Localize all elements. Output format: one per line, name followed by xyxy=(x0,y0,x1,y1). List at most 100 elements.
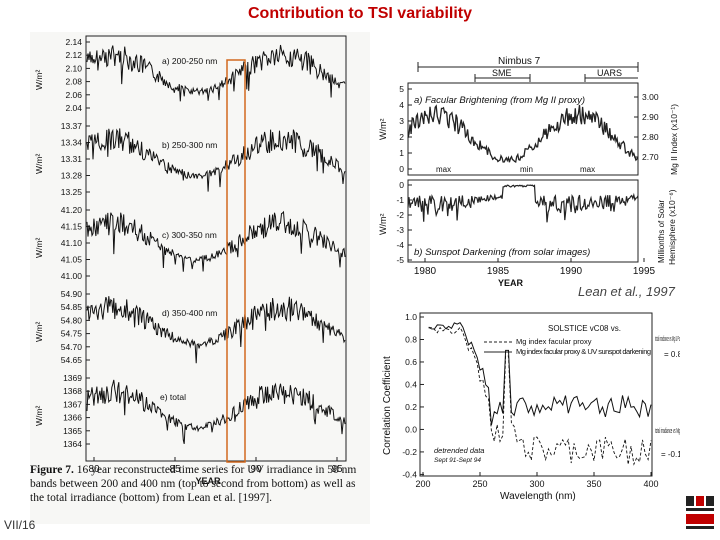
y-tick-label: -2 xyxy=(396,210,404,220)
panel-b-frame xyxy=(407,179,639,263)
panel-label: c) 300-350 nm xyxy=(162,230,217,240)
highlight-box xyxy=(226,59,246,463)
detrended-label: detrended data xyxy=(434,446,484,455)
mission-nimbus: Nimbus 7 xyxy=(498,56,541,67)
figure-credit: Lean et al., 1997 xyxy=(578,284,675,299)
y-tick-label: -0.4 xyxy=(402,469,417,479)
y-tick-label: 13.34 xyxy=(61,138,83,148)
x-tick-label: 1980 xyxy=(414,266,437,277)
panel-a-frame xyxy=(407,82,639,176)
correlation-figure: 1.0 0.8 0.6 0.4 0.2 0.0 -0.2 -0.4 200 250 300 350 4… xyxy=(382,312,680,502)
y-tick-label: 0.0 xyxy=(405,424,417,434)
irradiance-series xyxy=(86,128,346,192)
rb-y-label: Correlation Coefficient xyxy=(382,356,393,455)
x-tick-label: 1990 xyxy=(560,266,583,277)
y-tick-label: 1364 xyxy=(63,439,82,449)
y-tick-label: 1.0 xyxy=(405,312,417,322)
legend-title: SOLSTICE vC08 vs. xyxy=(548,324,621,333)
y-unit-label: W/m² xyxy=(34,238,44,258)
y-tick-label: -3 xyxy=(396,225,404,235)
y-tick-label: 13.37 xyxy=(61,121,83,131)
university-logo xyxy=(686,496,714,529)
y-tick-label: 13.31 xyxy=(61,154,83,164)
y-tick-label: 1365 xyxy=(63,426,82,436)
y-right-tick-label: 2.80 xyxy=(642,132,659,142)
panel-label: a) 200-250 nm xyxy=(162,56,217,66)
y-tick-label: 2 xyxy=(399,132,404,142)
y-tick-label: 0.2 xyxy=(405,402,417,412)
x-axis-label: YEAR xyxy=(195,476,221,486)
sunspot-series xyxy=(407,184,639,223)
x-tick-label: 85 xyxy=(169,464,181,475)
x-tick-label: 90 xyxy=(250,464,262,475)
y-tick-label: -0.2 xyxy=(402,447,417,457)
y-tick-label: 54.90 xyxy=(61,289,83,299)
cycle-label: min xyxy=(520,165,533,174)
annotation-bottom-value: = -0.13 xyxy=(661,450,680,459)
legend-item-2: Mg index facular proxy & UV sunspot dark… xyxy=(516,347,651,356)
y-tick-label: 54.65 xyxy=(61,355,83,365)
panel-label: d) 350-400 nm xyxy=(162,308,217,318)
y-tick-label: 2.10 xyxy=(65,63,82,73)
y-right-sublabel-b: Millionths of Solar xyxy=(657,200,666,263)
correlation-solid xyxy=(428,322,652,426)
uv-irradiance-figure: 2.14 2.12 2.10 2.08 2.06 2.04 W/m² a) 200-250 n… xyxy=(30,32,370,524)
caption-lead: Figure 7. xyxy=(30,464,74,476)
y-tick-label: 13.28 xyxy=(61,171,83,181)
y-tick-label: 1367 xyxy=(63,399,82,409)
slide-number: VII/16 xyxy=(4,518,36,532)
y-left-label-b: W/m² xyxy=(378,214,388,236)
mission-sme: SME xyxy=(492,68,512,78)
y-tick-label: 41.20 xyxy=(61,205,83,215)
y-tick-label: 54.85 xyxy=(61,302,83,312)
y-tick-label: 2.04 xyxy=(65,103,82,113)
y-right-tick-label: 2.90 xyxy=(642,112,659,122)
cycle-label: max xyxy=(580,165,595,174)
y-tick-label: 0.6 xyxy=(405,357,417,367)
legend-item-1: Mg index facular proxy xyxy=(516,337,592,346)
x-tick-label: 80 xyxy=(88,464,100,475)
irradiance-series xyxy=(86,44,346,102)
y-tick-label: 54.70 xyxy=(61,342,83,352)
y-unit-label: W/m² xyxy=(34,70,44,90)
x-axis-label: YEAR xyxy=(498,278,524,288)
rb-plot-frame xyxy=(419,312,653,477)
y-tick-label: 0.8 xyxy=(405,334,417,344)
figure-caption: Figure 7. 16 year reconstructed time ser… xyxy=(30,463,360,505)
y-tick-label: 54.80 xyxy=(61,315,83,325)
mission-uars: UARS xyxy=(597,68,622,78)
uv-timeseries-plot: 2.14 2.12 2.10 2.08 2.06 2.04 W/m² a) 200-250 n… xyxy=(34,35,347,486)
y-tick-label: 1 xyxy=(399,148,404,158)
facular-sunspot-figure: Nimbus 7 SME UARS a) Facular Brightening… xyxy=(378,56,679,288)
y-tick-label: 0 xyxy=(399,180,404,190)
y-unit-label: W/m² xyxy=(34,322,44,342)
annotation-bottom: total irradiance vs Mg xyxy=(655,426,680,435)
slide-title: Contribution to TSI variability xyxy=(248,5,472,22)
facular-series xyxy=(407,104,639,163)
irradiance-series xyxy=(86,379,346,445)
annotation-top: total irradiance vs Mg & Ps xyxy=(655,334,680,343)
y-right-label-b: Hemisphere (x10⁻⁶) xyxy=(667,189,677,265)
y-tick-label: 2.08 xyxy=(65,77,82,87)
y-tick-label: 0 xyxy=(399,164,404,174)
x-tick-label: 95 xyxy=(331,464,343,475)
y-unit-label: W/m² xyxy=(34,406,44,426)
y-tick-label: 2.06 xyxy=(65,90,82,100)
caption-text: 16 year reconstructed time series for UV… xyxy=(30,464,357,504)
x-tick-label: 200 xyxy=(415,479,430,489)
panel-label: b) 250-300 nm xyxy=(162,140,217,150)
y-tick-label: 13.25 xyxy=(61,187,83,197)
y-tick-label: 2.14 xyxy=(65,37,82,47)
y-tick-label: -1 xyxy=(396,195,404,205)
x-tick-label: 300 xyxy=(529,479,544,489)
x-tick-label: 1985 xyxy=(487,266,510,277)
irradiance-series xyxy=(86,296,346,364)
panel-label: e) total xyxy=(160,392,186,402)
y-tick-label: 41.00 xyxy=(61,271,83,281)
y-unit-label: W/m² xyxy=(34,154,44,174)
panel-b-label: b) Sunspot Darkening (from solar images) xyxy=(414,247,590,258)
y-tick-label: -5 xyxy=(396,255,404,265)
y-tick-label: 41.15 xyxy=(61,222,83,232)
x-tick-label: 400 xyxy=(643,479,658,489)
rb-x-label: Wavelength (nm) xyxy=(500,491,576,502)
